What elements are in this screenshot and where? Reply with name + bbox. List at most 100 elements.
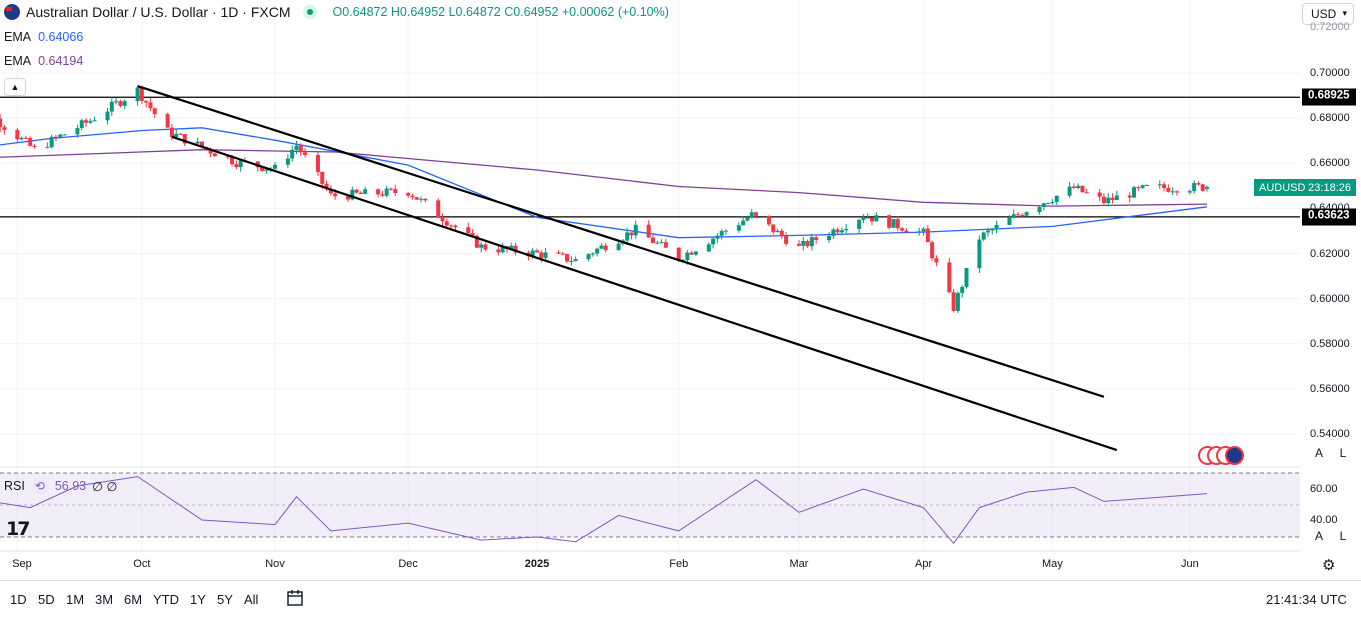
candle-body	[285, 158, 290, 165]
ema-fast-layer	[0, 127, 1208, 239]
candle-body	[895, 219, 900, 229]
candle-up	[1192, 180, 1197, 194]
candle-up	[1114, 190, 1119, 200]
candle-up	[715, 233, 720, 244]
tradingview-logo[interactable]: 17	[6, 518, 30, 540]
range-button-1y[interactable]: 1Y	[190, 592, 206, 607]
candle-up	[79, 118, 84, 131]
candle-down	[1136, 185, 1141, 192]
utc-clock[interactable]: 21:41:34 UTC	[1266, 592, 1347, 607]
candle-body	[509, 245, 514, 249]
range-button-1d[interactable]: 1D	[10, 592, 27, 607]
symbol-title[interactable]: Australian Dollar / U.S. Dollar · 1D · F…	[26, 4, 291, 20]
candle-body	[827, 235, 832, 241]
candle-body	[483, 244, 488, 250]
rsi-legend[interactable]: RSI ⟲ 56.93 ∅ ∅	[4, 477, 117, 495]
ohlc-values: O0.64872 H0.64952 L0.64872 C0.64952 +0.0…	[332, 5, 669, 19]
candle-body	[723, 230, 728, 232]
range-button-1m[interactable]: 1M	[66, 592, 85, 607]
candle-body	[169, 127, 174, 138]
candle-body	[990, 229, 995, 231]
candle-down	[45, 142, 50, 149]
candle-body	[625, 232, 630, 241]
ema-slow-legend[interactable]: EMA 0.64194	[4, 54, 83, 68]
candle-body	[1016, 214, 1021, 216]
candle-up	[1132, 185, 1137, 198]
candle-body	[1080, 185, 1085, 193]
candle-body	[603, 245, 608, 251]
rsi-label: RSI	[4, 479, 25, 493]
candle-down	[298, 143, 303, 156]
calendar-icon[interactable]	[286, 589, 304, 607]
candle-body	[470, 233, 475, 236]
candle-body	[556, 252, 561, 254]
candle-down	[1162, 181, 1167, 192]
candle-body	[354, 189, 359, 193]
candle-up	[831, 227, 836, 240]
candle-up	[58, 133, 63, 139]
candle-body	[650, 237, 655, 244]
candle-down	[324, 180, 329, 192]
candle-body	[676, 247, 681, 261]
range-button-3m[interactable]: 3M	[95, 592, 114, 607]
ema-fast-legend[interactable]: EMA 0.64066	[4, 30, 83, 44]
candle-down	[535, 248, 539, 253]
candle-body	[436, 200, 441, 218]
candle-up	[595, 247, 600, 257]
trendlines-layer	[137, 85, 1118, 452]
candle-up	[693, 250, 698, 257]
candle-down	[870, 217, 875, 226]
range-button-6m[interactable]: 6M	[124, 592, 143, 607]
time-axis-label: Feb	[669, 558, 689, 570]
candle-body	[599, 245, 604, 249]
candle-body	[135, 87, 140, 102]
auto-scale-button[interactable]: A	[1310, 444, 1328, 462]
candle-body	[79, 120, 84, 129]
candle-body	[1076, 185, 1081, 189]
candle-body	[595, 248, 600, 254]
candle-up	[874, 212, 879, 222]
symbol-legend[interactable]: Australian Dollar / U.S. Dollar · 1D · F…	[4, 4, 669, 20]
ema-slow-value: 0.64194	[38, 54, 84, 68]
candle-up	[92, 116, 97, 122]
level-tag-low: 0.63623	[1302, 208, 1356, 226]
rsi-source-icon[interactable]: ⟲	[30, 477, 49, 495]
candle-down	[354, 188, 359, 194]
range-button-5d[interactable]: 5D	[38, 592, 55, 607]
range-button-5y[interactable]: 5Y	[217, 592, 233, 607]
rsi-auto-scale-button[interactable]: A	[1310, 527, 1328, 545]
candle-body	[1192, 183, 1197, 192]
candle-body	[1041, 203, 1046, 208]
candle-body	[358, 192, 363, 194]
candle-up	[736, 222, 741, 233]
rsi-log-scale-button[interactable]: L	[1334, 527, 1352, 545]
range-button-all[interactable]: All	[244, 592, 259, 607]
log-scale-button[interactable]: L	[1334, 444, 1352, 462]
economic-events-icon[interactable]	[1198, 446, 1244, 465]
settings-gear-icon[interactable]: ⚙	[1322, 557, 1336, 574]
candle-body	[1106, 197, 1111, 204]
market-status-icon[interactable]	[302, 5, 317, 19]
candle-body	[474, 235, 479, 248]
candle-up	[350, 186, 355, 201]
candle-body	[706, 244, 711, 252]
ema-fast-value: 0.64066	[38, 30, 84, 44]
range-button-ytd[interactable]: YTD	[153, 592, 179, 607]
candle-up	[865, 213, 870, 219]
candle-down	[1127, 192, 1132, 203]
candle-body	[1144, 185, 1149, 187]
candle-up	[1205, 185, 1210, 192]
candle-body	[234, 164, 239, 168]
candle-body	[891, 219, 896, 228]
price-chart[interactable]	[0, 0, 1300, 577]
candle-up	[573, 256, 578, 262]
candle-up	[1054, 195, 1059, 205]
candle-body	[513, 245, 518, 253]
collapse-legend-button[interactable]: ▲	[4, 78, 26, 96]
currency-selector[interactable]: USD ▾	[1302, 3, 1354, 25]
candle-down	[835, 227, 840, 235]
candle-down	[1174, 190, 1179, 196]
candle-body	[805, 240, 810, 247]
candle-body	[1011, 214, 1016, 218]
candle-body	[32, 145, 37, 147]
